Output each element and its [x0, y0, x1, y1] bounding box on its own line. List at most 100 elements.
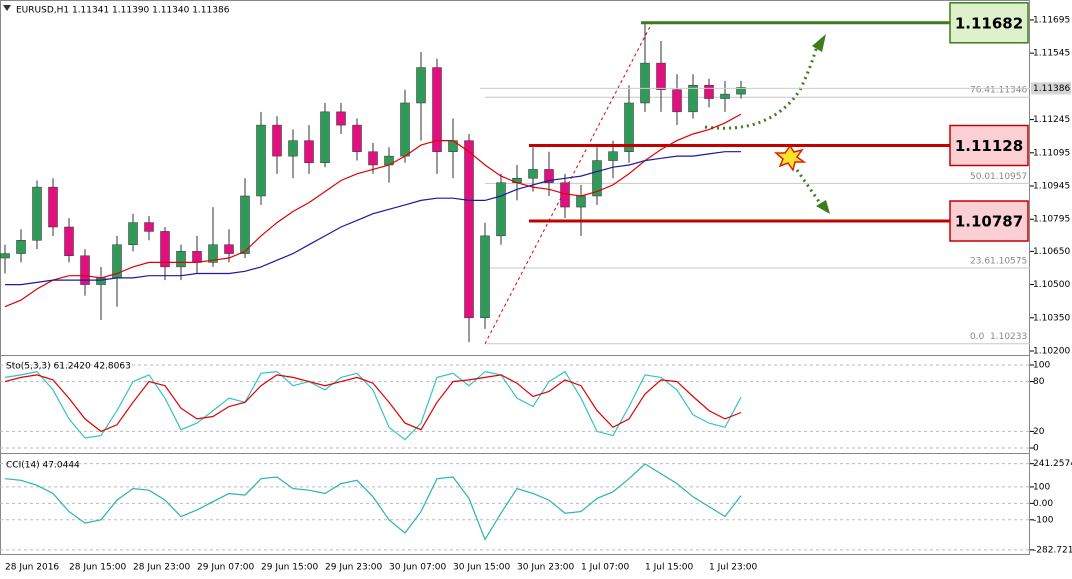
- panel-title: Sto(5,3,3) 61.2420 42.8063: [6, 362, 131, 372]
- candle-body: [720, 93, 730, 99]
- candle-body: [432, 67, 442, 152]
- candle-body: [32, 186, 42, 241]
- fib-ratio: 23.6: [970, 256, 990, 266]
- down-arrow: [795, 169, 824, 207]
- candle-body: [288, 140, 298, 157]
- fib-ratio: 50.0: [970, 172, 990, 182]
- candle-body: [80, 255, 90, 285]
- x-tick-label: 28 Jun 15:00: [69, 563, 126, 573]
- current-price-label: 1.11386: [1033, 84, 1070, 94]
- fib-ratio: 76.4: [970, 86, 990, 96]
- candle-body: [304, 140, 314, 164]
- y-tick-label: 0.00: [1033, 499, 1053, 509]
- y-tick-label: 1.11695: [1033, 15, 1070, 25]
- level-label: 1.11128: [955, 137, 1023, 155]
- fib-price: 1.11346: [990, 86, 1027, 96]
- y-tick-label: 100: [1033, 482, 1050, 492]
- x-tick-label: 1 Jul 15:00: [645, 563, 694, 573]
- candle-body: [736, 87, 746, 95]
- line-series: [4, 370, 742, 441]
- fib-price: 1.10575: [990, 256, 1027, 266]
- candle-body: [688, 85, 698, 113]
- panel-title: CCI(14) 47.0444: [6, 461, 80, 471]
- candle-body: [96, 277, 106, 285]
- candle-body: [624, 102, 634, 152]
- candle-body: [160, 231, 170, 268]
- candle-body: [640, 62, 650, 104]
- line-series: [4, 113, 742, 308]
- candle-body: [144, 222, 154, 232]
- fib-price: 1.10233: [990, 332, 1027, 342]
- y-tick-label: 80: [1033, 377, 1045, 387]
- candle-body: [208, 244, 218, 263]
- x-tick-label: 29 Jun 07:00: [197, 563, 254, 573]
- x-tick-label: 1 Jul 07:00: [581, 563, 630, 573]
- candle-body: [496, 182, 506, 237]
- candle-body: [192, 251, 202, 263]
- candle-body: [464, 140, 474, 319]
- level-box: [949, 200, 1029, 242]
- arrow-head: [812, 34, 826, 52]
- candle-body: [0, 253, 10, 259]
- candle-body: [656, 62, 666, 90]
- candle-body: [128, 222, 138, 245]
- candle-body: [592, 160, 602, 197]
- x-tick-label: 28 Jun 2016: [5, 563, 59, 573]
- current-price-box: [1031, 82, 1071, 95]
- up-arrow: [704, 41, 820, 130]
- level-box: [949, 2, 1029, 44]
- candle-body: [224, 244, 234, 254]
- y-tick-label: 1.11095: [1033, 148, 1070, 158]
- y-tick-label: 20: [1033, 427, 1045, 437]
- y-tick-label: 1.10795: [1033, 215, 1070, 225]
- candle-body: [320, 111, 330, 164]
- level-label: 1.11682: [955, 14, 1023, 32]
- line-series: [4, 374, 742, 433]
- candle-body: [240, 195, 250, 254]
- break-icon: [773, 144, 807, 172]
- line-series: [4, 463, 742, 541]
- arrow-head: [816, 200, 830, 214]
- candle-body: [64, 226, 74, 257]
- x-tick-label: 30 Jun 15:00: [453, 563, 510, 573]
- candle-body: [576, 195, 586, 208]
- y-tick-label: 1.10650: [1033, 247, 1070, 257]
- y-tick-label: 1.10945: [1033, 182, 1070, 192]
- x-tick-label: 29 Jun 15:00: [261, 563, 318, 573]
- symbol-icon: [3, 5, 11, 11]
- x-tick-label: 29 Jun 23:00: [325, 563, 382, 573]
- candle-body: [336, 111, 346, 126]
- y-tick-label: 1.11545: [1033, 49, 1070, 59]
- candle-body: [416, 67, 426, 104]
- fib-price: 1.10957: [990, 172, 1027, 182]
- y-tick-label: 100: [1033, 360, 1050, 370]
- y-tick-label: 241.2574: [1033, 459, 1072, 469]
- x-tick-label: 30 Jun 23:00: [517, 563, 574, 573]
- candle-body: [608, 151, 618, 161]
- level-label: 1.10787: [955, 213, 1023, 231]
- candle-body: [560, 182, 570, 208]
- fib-ratio: 0.0: [970, 332, 985, 342]
- candle-body: [528, 169, 538, 179]
- candle-body: [672, 89, 682, 113]
- y-tick-label: -282.7218: [1033, 545, 1072, 555]
- level-box: [949, 124, 1029, 167]
- y-tick-label: 1.10350: [1033, 313, 1070, 323]
- y-tick-label: 1.10200: [1033, 347, 1070, 357]
- candle-body: [176, 251, 186, 268]
- candle-body: [16, 240, 26, 254]
- y-tick-label: 1.10500: [1033, 280, 1070, 290]
- chart-header: EURUSD,H1 1.11341 1.11390 1.11340 1.1138…: [16, 6, 230, 16]
- y-tick-label: 1.11245: [1033, 115, 1070, 125]
- candle-body: [368, 151, 378, 166]
- x-tick-label: 30 Jun 07:00: [389, 563, 446, 573]
- candle-body: [704, 85, 714, 99]
- candle-body: [400, 102, 410, 157]
- x-tick-label: 1 Jul 23:00: [709, 563, 758, 573]
- candle-body: [544, 169, 554, 183]
- candle-body: [256, 124, 266, 197]
- candle-body: [480, 235, 490, 319]
- plot-frame: [0, 0, 1030, 555]
